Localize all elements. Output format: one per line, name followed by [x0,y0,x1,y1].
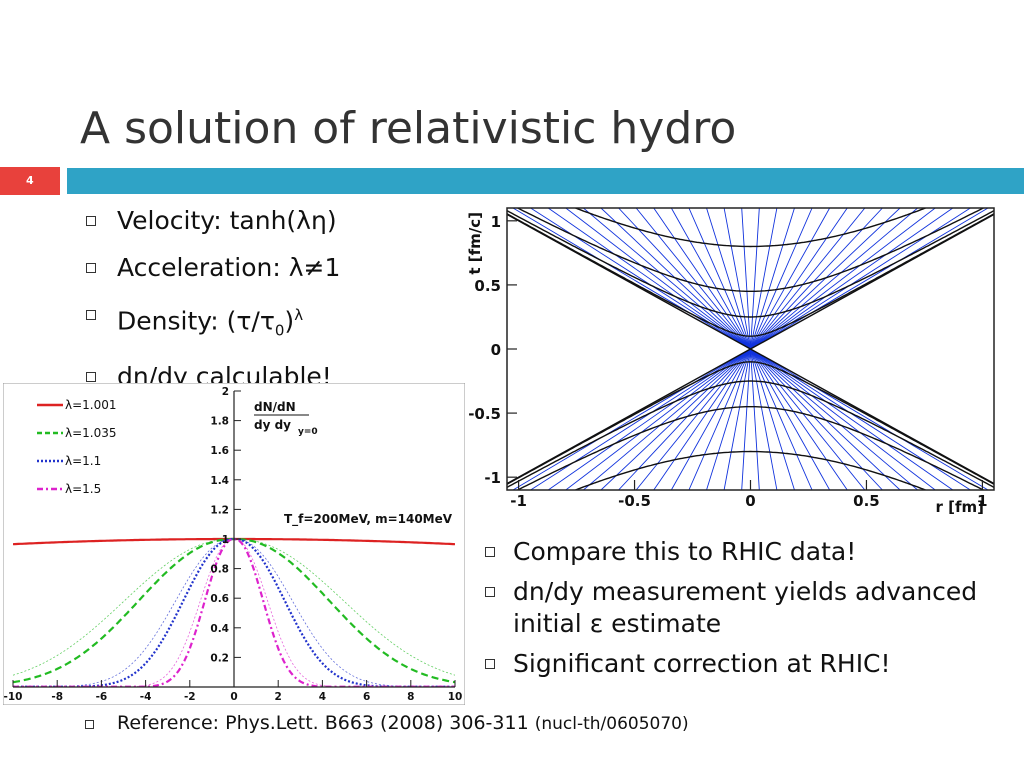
x-tick-label: -1 [510,492,527,510]
bullet-text: Velocity: tanh(λη) [117,206,337,235]
y-tick-label: 0.4 [210,623,229,635]
bullet-square-icon [86,310,96,320]
flow-plot-area [507,208,994,490]
y-tick-label: 2 [222,386,229,398]
bullet-square-icon [85,720,94,729]
chart-annotation: T_f=200MeV, m=140MeV [284,512,453,527]
x-tick-label: 0 [230,691,237,703]
right-bullet-list: Compare this to RHIC data! dn/dy measure… [483,536,1003,688]
x-tick-label: -10 [4,691,23,703]
y-tick-label: -1 [484,469,501,487]
reference-arxiv: (nucl-th/0605070) [534,714,689,734]
y-axis-label: dy dy [254,418,291,432]
bullet-correction: Significant correction at RHIC! [483,648,1003,680]
bullet-acceleration: Acceleration: λ≠1 [83,252,340,284]
title-rule [67,168,1024,194]
y-tick-label: 0.5 [474,277,501,295]
bullet-text: Acceleration: λ≠1 [117,253,341,282]
slide-title: A solution of relativistic hydro [80,103,737,154]
y-tick-label: 0.2 [210,652,229,664]
proper-time-hyperbola [507,209,994,318]
dndy-chart: 0.2 0.4 0.6 0.8 1 1.2 1.4 1.6 1.8 2 -10 -8 -6 -4 -2 0 2 4… [3,383,465,705]
proper-time-hyperbola [516,406,985,490]
x-tick-label: 2 [275,691,282,703]
bullet-velocity: Velocity: tanh(λη) [83,205,340,237]
x-tick-label: -8 [51,691,63,703]
top-bullet-list: Velocity: tanh(λη) Acceleration: λ≠1 Den… [83,205,340,408]
y-axis-label: t [fm/c] [466,212,484,275]
proper-time-hyperbola [507,361,994,485]
bullet-text: Significant correction at RHIC! [513,649,891,678]
y-axis-label-sub: y=0 [298,427,318,437]
bullet-measurement: dn/dy measurement yields advanced initia… [483,576,1003,640]
x-tick-label: -6 [96,691,108,703]
y-tick-label: 1 [222,534,229,546]
reference-text: Reference: Phys.Lett. B663 (2008) 306-31… [117,712,529,734]
series-line [13,538,455,687]
y-tick-label: 1 [491,213,501,231]
proper-time-hyperbola [507,213,994,337]
bullet-text: Density: (τ/τ [117,306,275,336]
light-cone-line [507,213,994,485]
x-tick-label: 4 [319,691,326,703]
reference: Reference: Phys.Lett. B663 (2008) 306-31… [83,712,689,734]
bullet-square-icon [86,216,96,226]
legend-label: λ=1.035 [65,426,117,440]
y-tick-label: 0.6 [210,593,229,605]
bullet-square-icon [485,547,495,557]
y-tick-label: 0 [491,341,501,359]
proper-time-hyperbola [573,208,928,248]
x-tick-label: 6 [363,691,370,703]
legend-label: λ=1.1 [65,454,101,468]
x-tick-label: -2 [184,691,196,703]
flow-chart: 10.50-0.5-1-1 -0.5 0 0.5 1r [fm]t [fm/c] [466,207,995,516]
bullet-density: Density: (τ/τ0)λ [83,299,340,346]
y-tick-label: 1.4 [210,475,229,487]
x-tick-label: 1 [977,492,987,510]
y-tick-label: 1.8 [210,416,229,428]
proper-time-hyperbola [516,208,985,292]
y-tick-label: 1.2 [210,504,229,516]
bullet-superscript: λ [294,306,304,324]
x-tick-label: 10 [448,691,463,703]
slide-number-badge: 4 [0,167,60,195]
x-axis-label: r [fm] [936,498,985,516]
x-tick-label: 0 [745,492,755,510]
x-tick-label: -4 [140,691,152,703]
bullet-square-icon [86,372,96,383]
bullet-text: Compare this to RHIC data! [513,537,857,566]
bullet-text: dn/dy measurement yields advanced initia… [513,577,978,638]
legend-label: λ=1.001 [65,398,117,412]
x-tick-label: 0.5 [853,492,880,510]
proper-time-hyperbola [573,450,928,490]
y-tick-label: 1.6 [210,445,229,457]
y-tick-label: -0.5 [468,405,501,423]
y-tick-label: 0.8 [210,564,229,576]
slide-number: 4 [26,174,34,187]
bullet-text-post: ) [284,306,295,336]
y-axis-label: dN/dN [254,400,296,414]
proper-time-hyperbola [507,380,994,489]
legend-label: λ=1.5 [65,482,101,496]
x-tick-label: -0.5 [618,492,651,510]
bullet-subscript: 0 [274,321,285,340]
bullet-compare: Compare this to RHIC data! [483,536,1003,568]
bullet-square-icon [485,659,495,669]
x-tick-label: 8 [407,691,414,703]
bullet-square-icon [86,263,96,273]
bullet-square-icon [485,587,495,597]
